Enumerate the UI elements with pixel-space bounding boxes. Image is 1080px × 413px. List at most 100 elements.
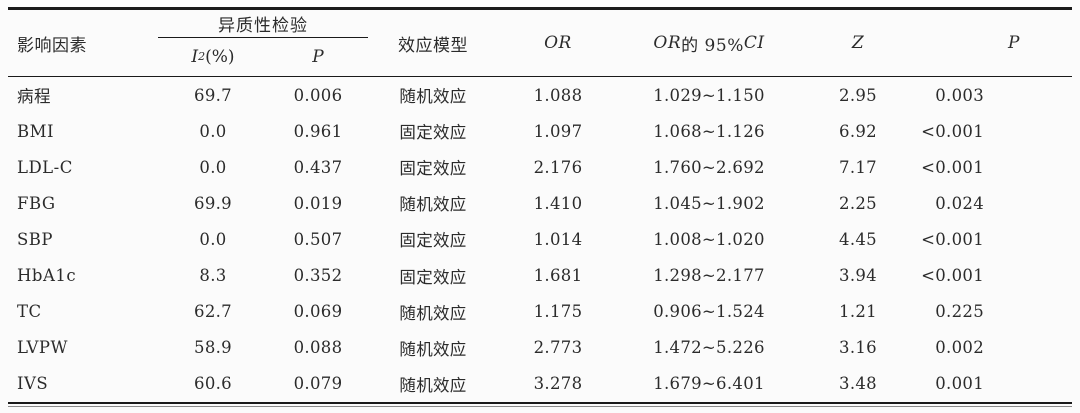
table-row: TC 62.7 0.069 随机效应 1.175 0.906~1.524 1.2… — [8, 294, 1072, 330]
cell-p: <0.001 — [921, 121, 984, 141]
cell-ci: 0.906~1.524 — [653, 302, 765, 322]
cell-het-p: 0.352 — [293, 266, 343, 286]
cell-het-p: 0.961 — [293, 121, 343, 141]
cell-ci: 1.298~2.177 — [653, 266, 765, 286]
cell-or: 1.088 — [533, 85, 583, 105]
cell-i2: 0.0 — [199, 229, 227, 249]
cell-model: 固定效应 — [399, 267, 467, 287]
cell-p: 0.225 — [935, 302, 984, 322]
table-row: IVS 60.6 0.079 随机效应 3.278 1.679~6.401 3.… — [8, 366, 1072, 402]
header-p-label: P — [1008, 33, 1020, 53]
table-row: LVPW 58.9 0.088 随机效应 2.773 1.472~5.226 3… — [8, 330, 1072, 366]
cell-model: 随机效应 — [399, 303, 467, 323]
cell-factor: LVPW — [17, 338, 68, 358]
table-row: SBP 0.0 0.507 固定效应 1.014 1.008~1.020 4.4… — [8, 221, 1072, 257]
cell-ci: 1.008~1.020 — [653, 229, 765, 249]
cell-p: <0.001 — [921, 157, 984, 177]
cell-model: 随机效应 — [399, 195, 467, 215]
cell-het-p: 0.507 — [293, 229, 343, 249]
header-ci: OR 的 95% CI — [618, 10, 800, 76]
cell-het-p: 0.019 — [293, 193, 343, 213]
cell-het-p: 0.437 — [293, 157, 343, 177]
cell-model: 固定效应 — [399, 231, 467, 251]
cell-i2: 60.6 — [194, 374, 232, 394]
cell-or: 1.681 — [533, 266, 583, 286]
cell-model: 固定效应 — [399, 123, 467, 143]
cell-ci: 1.472~5.226 — [653, 338, 765, 358]
cell-model: 固定效应 — [399, 159, 467, 179]
cell-factor: IVS — [17, 374, 49, 394]
header-i2-unit: (%) — [205, 47, 235, 67]
cell-model: 随机效应 — [399, 339, 467, 359]
header-or-label: OR — [544, 33, 572, 53]
cell-z: 2.95 — [839, 85, 877, 105]
cell-factor: FBG — [17, 193, 56, 213]
table-row: 病程 69.7 0.006 随机效应 1.088 1.029~1.150 2.9… — [8, 77, 1072, 113]
cell-p: 0.024 — [935, 193, 984, 213]
cell-ci: 1.068~1.126 — [653, 121, 765, 141]
header-z-label: Z — [851, 33, 865, 53]
cell-or: 1.014 — [533, 229, 583, 249]
bottom-rule-thin — [8, 406, 1072, 408]
table-body: 病程 69.7 0.006 随机效应 1.088 1.029~1.150 2.9… — [8, 77, 1072, 402]
cell-or: 1.410 — [533, 193, 583, 213]
cell-i2: 0.0 — [199, 121, 227, 141]
cell-het-p: 0.079 — [293, 374, 343, 394]
meta-analysis-table: 影响因素 异质性检验 I 2 (%) P 效应模型 OR — [8, 7, 1072, 408]
table-row: FBG 69.9 0.019 随机效应 1.410 1.045~1.902 2.… — [8, 185, 1072, 221]
cell-het-p: 0.088 — [293, 338, 343, 358]
header-i2: I 2 (%) — [191, 47, 235, 67]
header-het-p: P — [268, 38, 368, 76]
header-model-label: 效应模型 — [398, 35, 468, 56]
cell-z: 6.92 — [839, 121, 877, 141]
cell-factor: BMI — [17, 121, 55, 141]
cell-ci: 1.045~1.902 — [653, 193, 765, 213]
cell-het-p: 0.069 — [293, 302, 343, 322]
cell-or: 3.278 — [533, 374, 583, 394]
cell-factor: SBP — [17, 229, 54, 249]
header-ci-or: OR — [653, 33, 682, 53]
header-factor-label: 影响因素 — [17, 35, 87, 56]
header-p: P — [916, 10, 1072, 76]
cell-i2: 58.9 — [194, 338, 232, 358]
header-factor: 影响因素 — [8, 10, 158, 76]
header-het-p-label: P — [312, 47, 324, 67]
cell-factor: LDL-C — [17, 157, 73, 177]
cell-z: 1.21 — [839, 302, 877, 322]
cell-ci: 1.760~2.692 — [653, 157, 765, 177]
cell-z: 4.45 — [839, 229, 877, 249]
cell-i2: 8.3 — [199, 266, 227, 286]
cell-z: 2.25 — [839, 193, 877, 213]
header-or: OR — [498, 10, 618, 76]
cell-z: 3.16 — [839, 338, 877, 358]
cell-ci: 1.679~6.401 — [653, 374, 765, 394]
cell-z: 3.48 — [839, 374, 877, 394]
bottom-rule-thick — [8, 401, 1072, 405]
header-i2-base: I — [191, 47, 199, 67]
cell-p: 0.002 — [935, 338, 984, 358]
heterogeneity-title: 异质性检验 — [158, 10, 368, 38]
cell-i2: 0.0 — [199, 157, 227, 177]
cell-model: 随机效应 — [399, 375, 467, 395]
cell-factor: 病程 — [17, 87, 51, 107]
cell-factor: TC — [17, 302, 42, 322]
cell-p: <0.001 — [921, 229, 984, 249]
cell-p: <0.001 — [921, 266, 984, 286]
cell-het-p: 0.006 — [293, 85, 343, 105]
cell-or: 2.773 — [533, 338, 583, 358]
cell-p: 0.003 — [935, 85, 984, 105]
cell-p: 0.001 — [935, 374, 984, 394]
cell-z: 7.17 — [839, 157, 877, 177]
cell-model: 随机效应 — [399, 87, 467, 107]
cell-i2: 69.9 — [194, 193, 232, 213]
table-row: BMI 0.0 0.961 固定效应 1.097 1.068~1.126 6.9… — [8, 113, 1072, 149]
header-model: 效应模型 — [368, 10, 498, 76]
cell-i2: 62.7 — [194, 302, 232, 322]
cell-or: 1.097 — [533, 121, 583, 141]
header-z: Z — [800, 10, 916, 76]
cell-i2: 69.7 — [194, 85, 232, 105]
heterogeneity-subheaders: I 2 (%) P — [158, 38, 368, 76]
table-row: HbA1c 8.3 0.352 固定效应 1.681 1.298~2.177 3… — [8, 257, 1072, 293]
heterogeneity-spanner: 异质性检验 I 2 (%) P — [158, 10, 368, 76]
